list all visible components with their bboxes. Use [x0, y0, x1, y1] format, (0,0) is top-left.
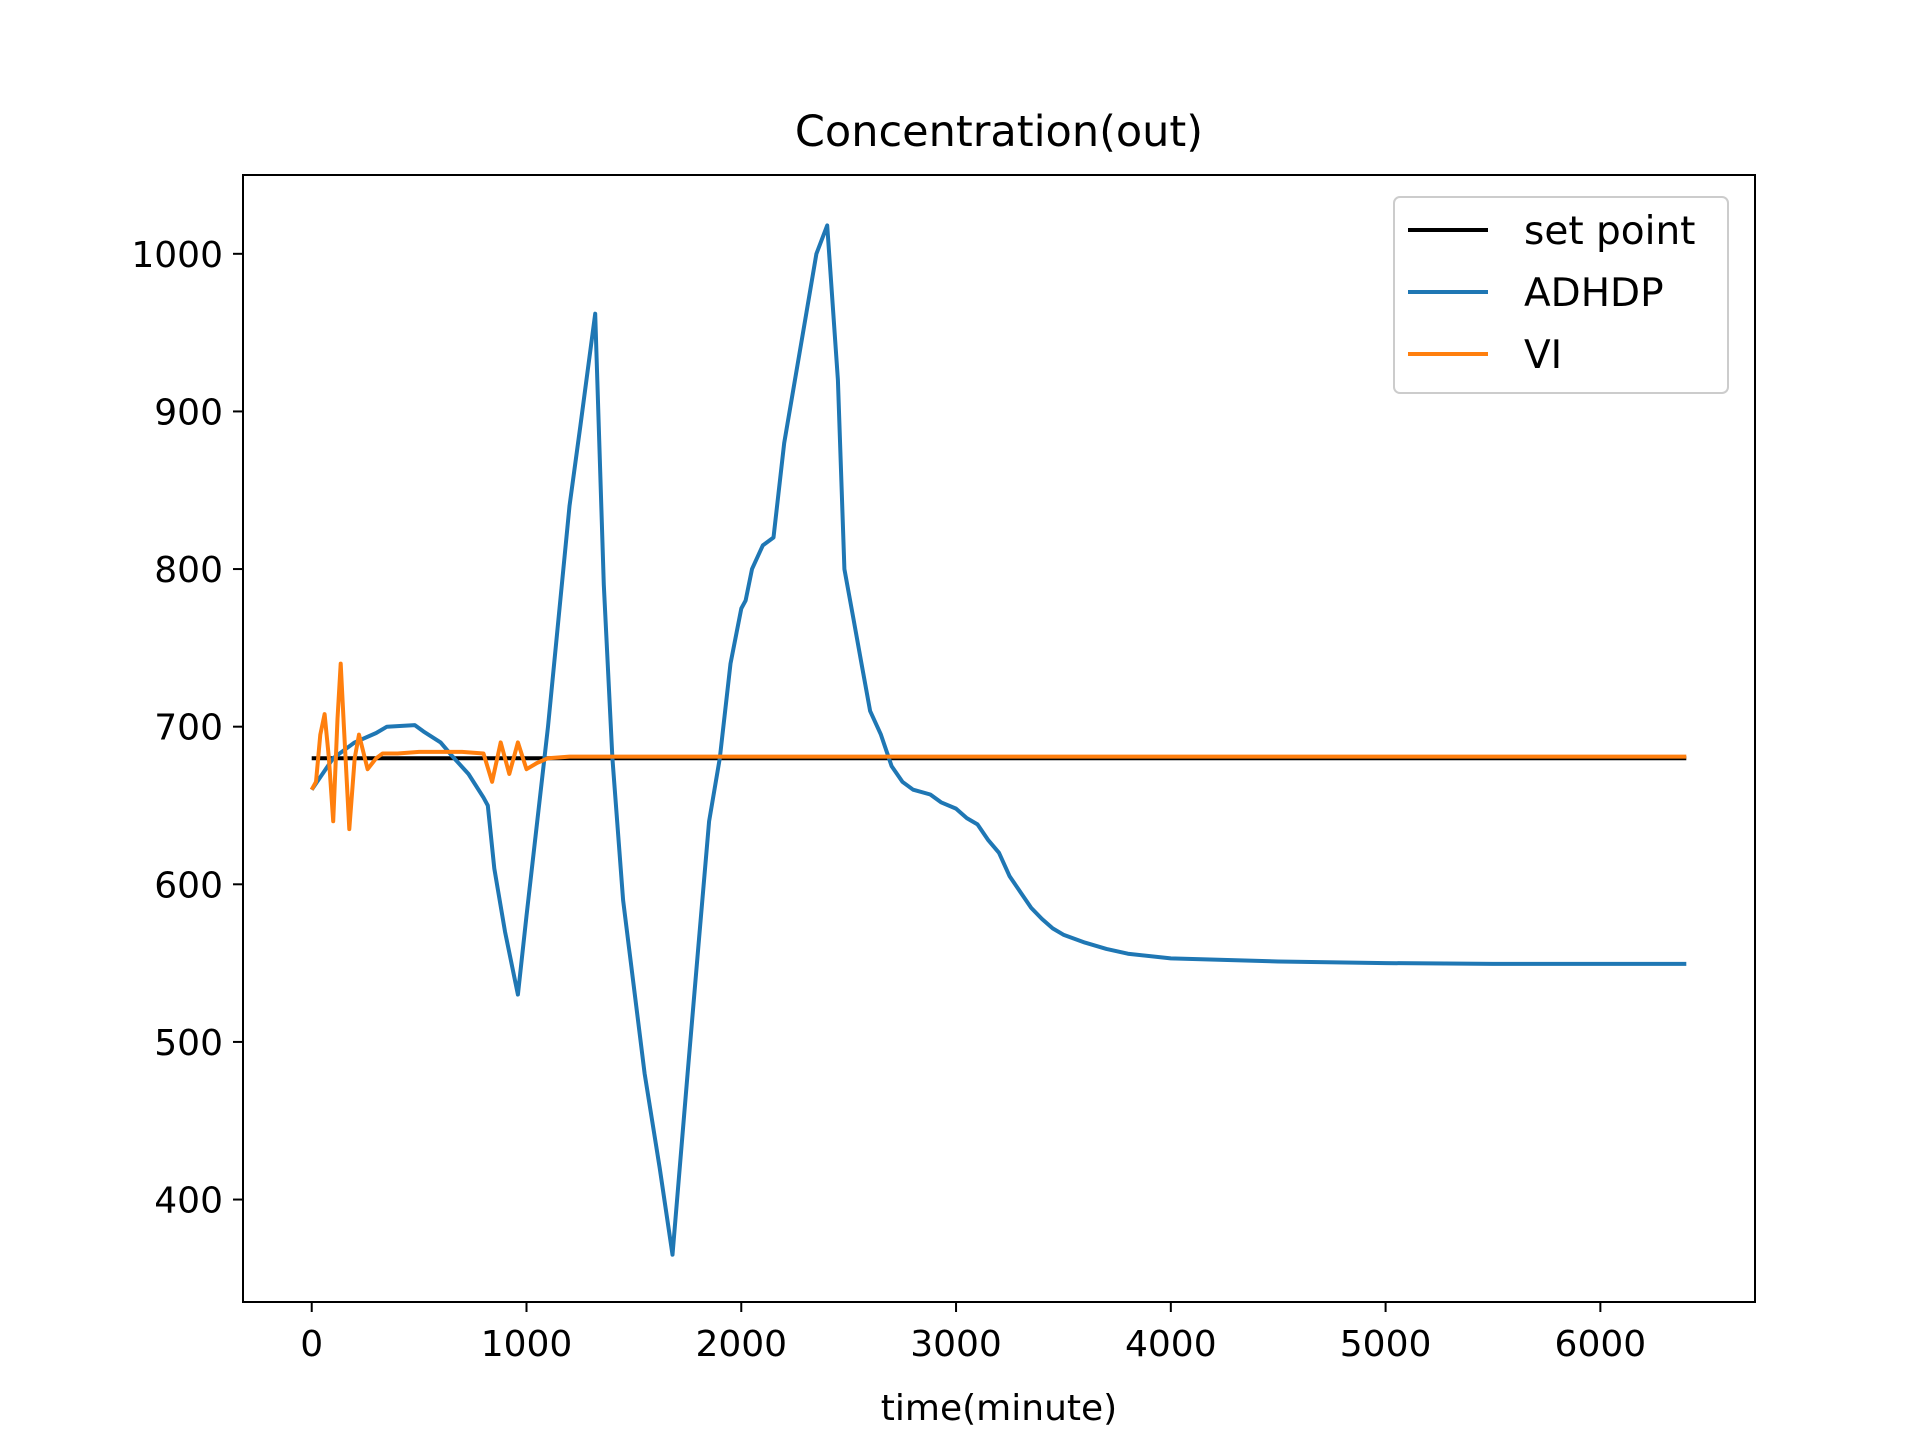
x-axis-title: time(minute): [881, 1388, 1117, 1429]
chart-title: Concentration(out): [795, 107, 1203, 157]
x-tick-label: 0: [300, 1324, 323, 1365]
y-tick-label: 500: [154, 1023, 223, 1064]
y-tick-label: 900: [154, 392, 223, 433]
series-layer: [309, 223, 1687, 1257]
y-tick-label: 700: [154, 708, 223, 749]
series-line-vi: [309, 661, 1687, 832]
x-tick-label: 1000: [481, 1324, 573, 1365]
legend: set point ADHDP VI: [1393, 196, 1729, 394]
legend-label-set-point: set point: [1524, 209, 1695, 254]
y-tick-label: 1000: [131, 235, 223, 276]
x-tick-label: 2000: [695, 1324, 787, 1365]
legend-label-vi: VI: [1524, 333, 1562, 378]
legend-box: [1393, 196, 1729, 394]
y-tick-label: 800: [154, 550, 223, 591]
y-tick-label: 400: [154, 1181, 223, 1222]
x-tick-label: 3000: [910, 1324, 1002, 1365]
plot-frame: [242, 174, 1756, 1303]
x-tick-label: 6000: [1555, 1324, 1647, 1365]
y-tick-label: 600: [154, 865, 223, 906]
legend-label-adhdp: ADHDP: [1524, 271, 1664, 316]
y-axis: 400 500 600 700 800 900 1000: [131, 235, 243, 1222]
x-tick-label: 5000: [1340, 1324, 1432, 1365]
series-line-adhdp: [310, 223, 1687, 1257]
x-tick-label: 4000: [1125, 1324, 1217, 1365]
x-axis: 0 1000 2000 3000 4000 5000 6000: [300, 1302, 1646, 1365]
